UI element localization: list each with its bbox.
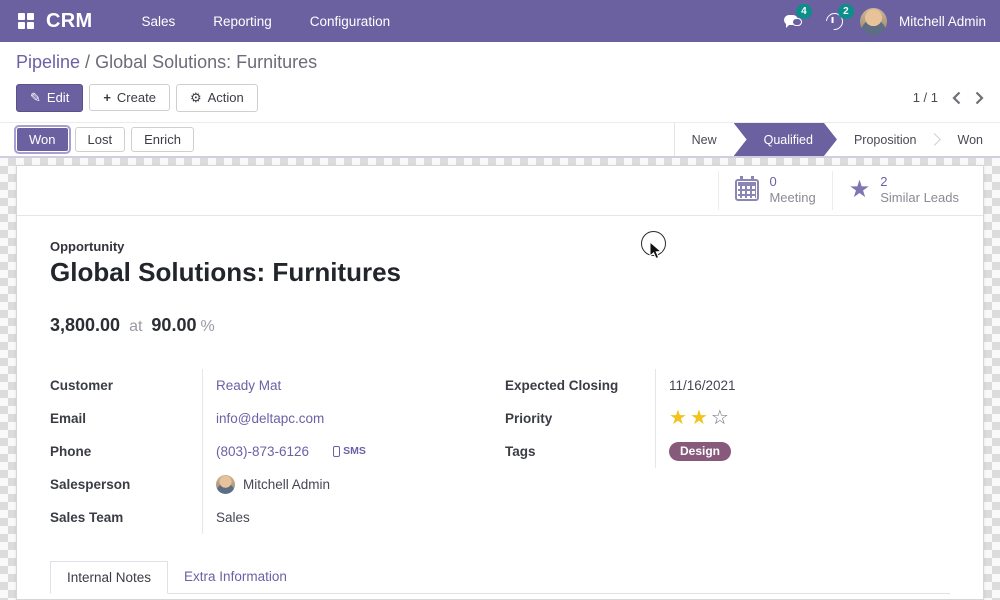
stage-new[interactable]: New <box>691 132 717 147</box>
top-navbar: CRM Sales Reporting Configuration 4 2 Mi… <box>0 0 1000 42</box>
breadcrumb: Pipeline / Global Solutions: Furnitures <box>16 52 984 73</box>
activities-button[interactable]: 2 <box>818 4 854 36</box>
nav-item-reporting[interactable]: Reporting <box>213 13 272 29</box>
pencil-icon: ✎ <box>30 89 41 105</box>
field-phone: Phone (803)-873-6126 SMS <box>50 434 505 468</box>
breadcrumb-separator: / <box>80 52 96 72</box>
pager-prev-icon[interactable] <box>952 91 961 105</box>
form-sheet: Opportunity Global Solutions: Furnitures… <box>17 216 983 600</box>
nav-item-configuration[interactable]: Configuration <box>309 13 391 29</box>
field-email: Email info@deltapc.com <box>50 401 505 435</box>
opportunity-title: Global Solutions: Furnitures <box>50 256 401 287</box>
control-panel: Pipeline / Global Solutions: Furnitures … <box>0 42 1000 122</box>
enrich-button[interactable]: Enrich <box>131 127 194 152</box>
revenue-line: 3,800.00 at 90.00 % <box>50 315 950 336</box>
mark-lost-button[interactable]: Lost <box>74 127 126 152</box>
priority-stars: ★ ★ ☆ <box>669 408 729 428</box>
pager-next-icon[interactable] <box>975 91 984 105</box>
field-group-left: Customer Ready Mat Email info@deltapc.co… <box>50 368 505 534</box>
apps-menu-icon[interactable] <box>18 13 34 29</box>
field-priority: Priority ★ ★ ☆ <box>505 401 950 435</box>
field-salesperson: Salesperson Mitchell Admin <box>50 467 505 501</box>
page-background: 0 Meeting ★ 2 Similar Leads Opportunity … <box>0 158 1000 600</box>
nav-menu: Sales Reporting Configuration <box>126 8 405 35</box>
stage-pipeline: New Qualified Proposition Won <box>673 123 1000 156</box>
notebook-tabs: Internal Notes Extra Information <box>50 560 950 594</box>
expected-revenue: 3,800.00 <box>50 314 121 335</box>
similar-leads-stat-button[interactable]: ★ 2 Similar Leads <box>831 171 975 210</box>
field-sales-team: Sales Team Sales <box>50 500 505 534</box>
salesperson-avatar <box>216 474 235 494</box>
at-label: at <box>129 317 143 335</box>
sms-button[interactable]: SMS <box>333 445 366 457</box>
stat-button-bar: 0 Meeting ★ 2 Similar Leads <box>17 166 983 216</box>
nav-item-sales[interactable]: Sales <box>141 13 176 29</box>
priority-star[interactable]: ★ <box>689 407 708 429</box>
stage-won[interactable]: Won <box>957 132 983 147</box>
chat-icon <box>783 14 802 28</box>
expected-closing-value[interactable]: 11/16/2021 <box>669 377 736 393</box>
field-customer: Customer Ready Mat <box>50 368 505 402</box>
similar-leads-label: Similar Leads <box>880 190 959 206</box>
sales-team-value[interactable]: Sales <box>216 509 250 525</box>
plus-icon: + <box>103 90 111 105</box>
app-brand[interactable]: CRM <box>46 9 93 32</box>
priority-star[interactable]: ☆ <box>710 407 729 429</box>
breadcrumb-current: Global Solutions: Furnitures <box>95 52 318 72</box>
customer-link[interactable]: Ready Mat <box>216 377 282 393</box>
edit-button[interactable]: ✎ Edit <box>16 83 84 112</box>
user-name[interactable]: Mitchell Admin <box>898 13 986 29</box>
gear-icon: ⚙ <box>189 89 202 105</box>
navbar-right: 4 2 Mitchell Admin <box>776 4 986 36</box>
field-groups: Customer Ready Mat Email info@deltapc.co… <box>50 368 950 534</box>
mobile-phone-icon <box>333 445 341 457</box>
messages-button[interactable]: 4 <box>776 4 812 36</box>
create-button[interactable]: + Create <box>89 84 170 111</box>
control-panel-buttons: ✎ Edit + Create ⚙ Action 1 / 1 <box>16 83 984 112</box>
action-button[interactable]: ⚙ Action <box>175 83 258 112</box>
pager-count: 1 / 1 <box>912 90 938 105</box>
meeting-count: 0 <box>769 174 777 189</box>
field-expected-closing: Expected Closing 11/16/2021 <box>505 368 950 402</box>
similar-leads-count: 2 <box>880 174 888 189</box>
user-avatar[interactable] <box>859 7 887 35</box>
percent-sign: % <box>200 317 215 335</box>
tab-internal-notes[interactable]: Internal Notes <box>50 560 169 594</box>
activities-badge: 2 <box>837 4 854 19</box>
opportunity-form-card: 0 Meeting ★ 2 Similar Leads Opportunity … <box>16 165 984 600</box>
field-tags: Tags Design <box>505 434 950 468</box>
pager: 1 / 1 <box>913 90 984 105</box>
email-link[interactable]: info@deltapc.com <box>216 410 325 426</box>
star-icon: ★ <box>848 176 871 204</box>
record-type-label: Opportunity <box>50 238 125 254</box>
meeting-stat-button[interactable]: 0 Meeting <box>718 171 831 210</box>
tag-design[interactable]: Design <box>669 441 732 461</box>
stage-qualified[interactable]: Qualified <box>734 123 837 156</box>
field-group-right: Expected Closing 11/16/2021 Priority ★ ★… <box>505 368 950 534</box>
phone-link[interactable]: (803)-873-6126 <box>216 443 310 459</box>
statusbar: Won Lost Enrich New Qualified Propositio… <box>0 122 1000 158</box>
priority-star[interactable]: ★ <box>669 407 687 429</box>
mark-won-button[interactable]: Won <box>14 125 71 154</box>
probability-value: 90.00 <box>151 314 197 335</box>
salesperson-name[interactable]: Mitchell Admin <box>243 476 331 492</box>
breadcrumb-pipeline-link[interactable]: Pipeline <box>16 52 81 72</box>
messages-badge: 4 <box>795 4 812 19</box>
stage-proposition[interactable]: Proposition <box>853 132 917 147</box>
tab-extra-information[interactable]: Extra Information <box>184 568 287 584</box>
calendar-icon <box>735 176 760 202</box>
meeting-label: Meeting <box>769 190 816 206</box>
